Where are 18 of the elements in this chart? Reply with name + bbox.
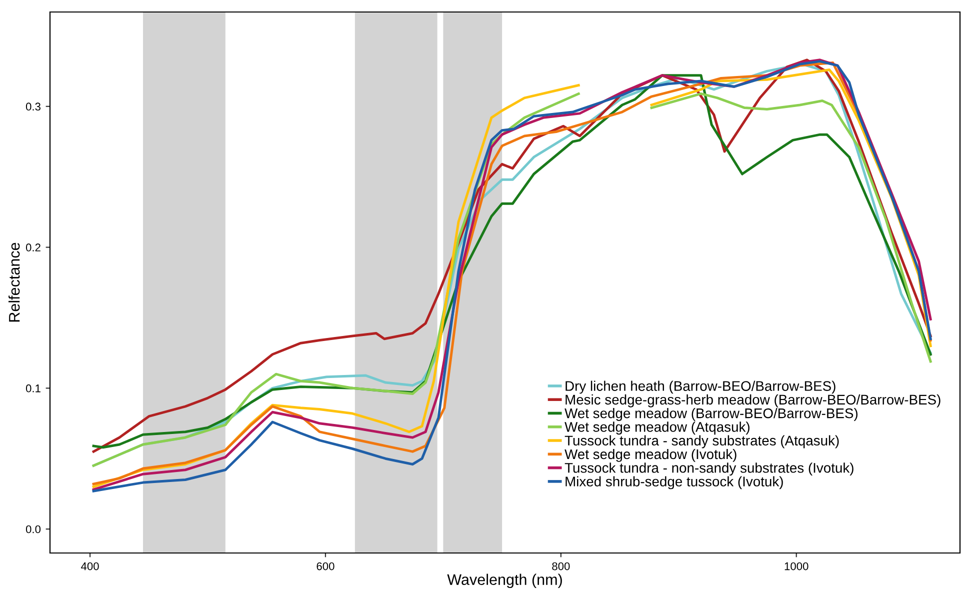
x-tick-label: 600 (316, 562, 334, 570)
legend-label: Wet sedge meadow (Ivotuk) (564, 448, 736, 462)
legend-label: Tussock tundra - non-sandy substrates (Ivotuk) (564, 462, 854, 476)
legend-label: Dry lichen heath (Barrow-BEO/Barrow-BES) (566, 380, 836, 394)
legend-label: Wet sedge meadow (Barrow-BEO/Barrow-BES) (564, 408, 858, 421)
y-tick-label: 0.0 (26, 525, 41, 534)
x-axis-title: Wavelength (nm) (447, 574, 562, 588)
legend-label: Mixed shrub-sedge tussock (Ivotuk) (566, 476, 783, 490)
legend-label: Tussock tundra - sandy substrates (Atqasuk) (564, 435, 839, 448)
x-tick-label: 400 (81, 562, 99, 570)
legend-label: Mesic sedge-grass-herb meadow (Barrow-BEO/Barrow-BES) (566, 394, 940, 408)
y-tick-label: 0.3 (26, 102, 40, 111)
y-tick-label: 0.2 (26, 244, 40, 252)
legend-label: Wet sedge meadow (Atqasuk) (564, 422, 750, 435)
x-tick-label: 1000 (784, 562, 808, 570)
x-tick-label: 800 (552, 562, 570, 570)
y-tick-label: 0.1 (26, 384, 40, 392)
y-axis-title: Relfectance (8, 242, 20, 322)
